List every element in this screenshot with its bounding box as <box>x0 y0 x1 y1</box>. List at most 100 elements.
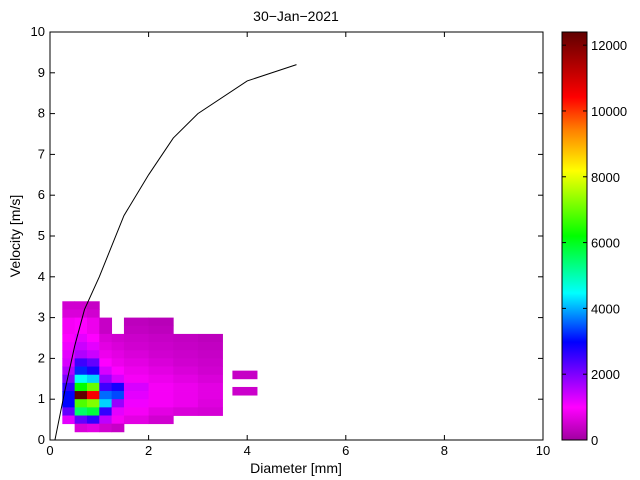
y-tick-label: 2 <box>38 350 45 365</box>
y-tick-label: 3 <box>38 310 45 325</box>
heatmap-cell <box>86 374 100 384</box>
fall-velocity-curve <box>54 64 297 440</box>
colorbar-tick-label: 12000 <box>591 38 627 53</box>
heatmap-cell <box>62 342 76 351</box>
heatmap-cell <box>99 350 113 359</box>
heatmap-cell <box>74 382 88 392</box>
heatmap-cell <box>123 350 149 359</box>
heatmap-cell <box>74 358 88 367</box>
colorbar <box>561 31 588 441</box>
heatmap-cell <box>111 342 125 351</box>
heatmap-cell <box>111 333 125 343</box>
heatmap-cell <box>148 415 174 425</box>
x-tick-label: 6 <box>342 443 349 458</box>
heatmap-cell <box>74 374 88 384</box>
heatmap-cell <box>62 333 76 343</box>
heatmap-cell <box>62 415 76 425</box>
x-axis-label: Diameter [mm] <box>250 460 342 476</box>
heatmap-cell <box>123 374 149 384</box>
y-tick-label: 8 <box>38 106 45 121</box>
heatmap-cell <box>99 325 113 335</box>
heatmap-cell <box>173 342 199 351</box>
heatmap-cell <box>99 342 113 351</box>
heatmap-cell <box>111 382 125 392</box>
x-tick-label: 8 <box>441 443 448 458</box>
heatmap-cell <box>148 358 174 367</box>
heatmap-cell <box>111 391 125 400</box>
heatmap-cell <box>123 317 149 327</box>
heatmap-cell <box>74 391 88 400</box>
heatmap-cell <box>62 325 76 335</box>
heatmap-cell <box>123 391 149 400</box>
y-axis-ticks: 0 1 2 3 4 5 6 7 8 9 10 <box>31 24 543 447</box>
y-tick-label: 5 <box>38 228 45 243</box>
heatmap-cell <box>123 366 149 376</box>
y-tick-label: 7 <box>38 146 45 161</box>
heatmap-cell <box>148 342 174 351</box>
heatmap-cell <box>62 391 76 400</box>
heatmap-cell <box>111 415 125 425</box>
heatmap-cell <box>173 333 199 343</box>
x-tick-label: 2 <box>145 443 152 458</box>
heatmap-cell <box>62 317 76 327</box>
heatmap-cell <box>99 407 113 416</box>
heatmap-cell <box>123 358 149 367</box>
colorbar-tick-label: 2000 <box>591 367 620 382</box>
heatmap-cell <box>74 366 88 376</box>
heatmap-cell <box>232 370 258 380</box>
heatmap-cell <box>62 374 76 384</box>
heatmap-cell <box>123 399 149 408</box>
heatmap-cell <box>86 317 100 327</box>
heatmap-cell <box>99 317 113 327</box>
heatmap-cell <box>148 374 174 384</box>
heatmap-cell <box>197 358 223 367</box>
heatmap-cell <box>62 366 76 376</box>
heatmap-cell <box>197 342 223 351</box>
chart-title: 30−Jan−2021 <box>253 8 339 24</box>
heatmap-cell <box>111 407 125 416</box>
heatmap-cell <box>148 333 174 343</box>
heatmap-cell <box>173 358 199 367</box>
heatmap-cell <box>173 407 199 416</box>
heatmap-cell <box>99 358 113 367</box>
heatmap-cell <box>111 366 125 376</box>
heatmap-cell <box>99 399 113 408</box>
heatmap-cell <box>74 407 88 416</box>
heatmap-cell <box>148 391 174 400</box>
heatmap-cell <box>197 407 223 416</box>
heatmap-cell <box>74 399 88 408</box>
heatmap-cell <box>74 309 88 318</box>
heatmap-cell <box>74 342 88 351</box>
heatmap-cell <box>111 399 125 408</box>
heatmap-cell <box>123 382 149 392</box>
heatmap-cell <box>111 374 125 384</box>
heatmap-cell <box>99 382 113 392</box>
heatmap-cell <box>173 382 199 392</box>
heatmap-cell <box>86 415 100 425</box>
heatmap-cell <box>86 399 100 408</box>
heatmap-cells <box>62 301 258 433</box>
heatmap-cell <box>62 350 76 359</box>
heatmap-cell <box>123 407 149 416</box>
heatmap-cell <box>62 309 76 318</box>
heatmap-cell <box>86 382 100 392</box>
y-tick-label: 6 <box>38 187 45 202</box>
y-tick-label: 0 <box>38 432 45 447</box>
heatmap-cell <box>148 317 174 327</box>
heatmap-cell <box>148 382 174 392</box>
heatmap-cell <box>111 423 125 433</box>
heatmap-cell <box>62 399 76 408</box>
heatmap-cell <box>99 366 113 376</box>
heatmap-cell <box>197 333 223 343</box>
heatmap-cell <box>86 423 100 433</box>
heatmap-cell <box>173 374 199 384</box>
heatmap-cell <box>86 342 100 351</box>
heatmap-cell <box>86 391 100 400</box>
heatmap-cell <box>123 342 149 351</box>
x-tick-label: 10 <box>536 443 550 458</box>
heatmap-cell <box>99 374 113 384</box>
heatmap-cell <box>62 407 76 416</box>
heatmap-cell <box>148 407 174 416</box>
colorbar-tick-label: 10000 <box>591 104 627 119</box>
heatmap-cell <box>74 301 88 310</box>
